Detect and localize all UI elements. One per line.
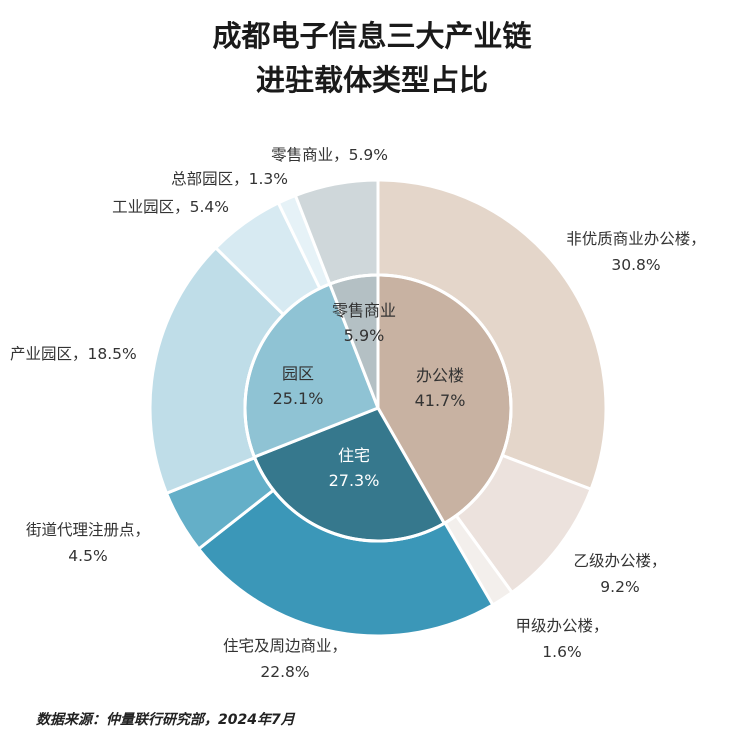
outer-label-value-1: 9.2% (600, 578, 639, 596)
outer-label-name-5: 产业园区， (10, 345, 88, 363)
data-source-note: 数据来源：仲量联行研究部，2024年7月 (36, 712, 295, 728)
ring-separator (243, 273, 513, 543)
inner-label-name-1: 住宅 (338, 446, 370, 465)
outer-label-name-7: 总部园区， (171, 170, 249, 188)
inner-label-name-3: 零售商业 (332, 301, 396, 320)
outer-label-value-2: 1.6% (542, 643, 581, 661)
outer-label-value-6: 5.4% (190, 198, 229, 216)
inner-label-name-2: 园区 (282, 364, 314, 383)
inner-labels: 办公楼 41.7% 住宅 27.3% 园区 25.1% 零售商业 5.9% (273, 301, 466, 490)
outer-label-name-1: 乙级办公楼， (573, 552, 666, 570)
chart-title: 成都电子信息三大产业链 进驻载体类型占比 (0, 14, 744, 102)
outer-label-name-0: 非优质商业办公楼， (566, 230, 706, 248)
chart-title-line-2: 进驻载体类型占比 (255, 63, 488, 97)
outer-label-name-2: 甲级办公楼， (515, 617, 608, 635)
outer-label-6: 工业园区，5.4% (112, 198, 229, 216)
outer-labels: 非优质商业办公楼， 30.8% 乙级办公楼， 9.2% 甲级办公楼， 1.6% 住宅及周边商… (10, 146, 706, 681)
inner-ring (243, 273, 513, 543)
inner-label-value-2: 25.1% (273, 389, 324, 408)
inner-label-value-3: 5.9% (344, 326, 385, 345)
outer-label-name-3: 住宅及周边商业， (223, 637, 347, 655)
outer-label-5: 产业园区，18.5% (10, 345, 137, 363)
outer-label-value-0: 30.8% (611, 256, 660, 274)
outer-label-value-8: 5.9% (349, 146, 388, 164)
outer-label-value-7: 1.3% (249, 170, 288, 188)
inner-label-value-0: 41.7% (415, 391, 466, 410)
inner-label-name-0: 办公楼 (416, 366, 464, 385)
outer-label-value-5: 18.5% (88, 345, 137, 363)
chart-title-line-1: 成都电子信息三大产业链 (212, 19, 532, 53)
inner-label-value-1: 27.3% (329, 471, 380, 490)
outer-label-7: 总部园区，1.3% (171, 170, 288, 188)
outer-label-8: 零售商业，5.9% (271, 146, 388, 164)
outer-label-value-3: 22.8% (260, 663, 309, 681)
outer-label-name-4: 街道代理注册点， (26, 521, 150, 539)
outer-label-name-8: 零售商业， (271, 146, 349, 164)
outer-label-name-6: 工业园区， (112, 198, 190, 216)
outer-label-value-4: 4.5% (68, 547, 107, 565)
